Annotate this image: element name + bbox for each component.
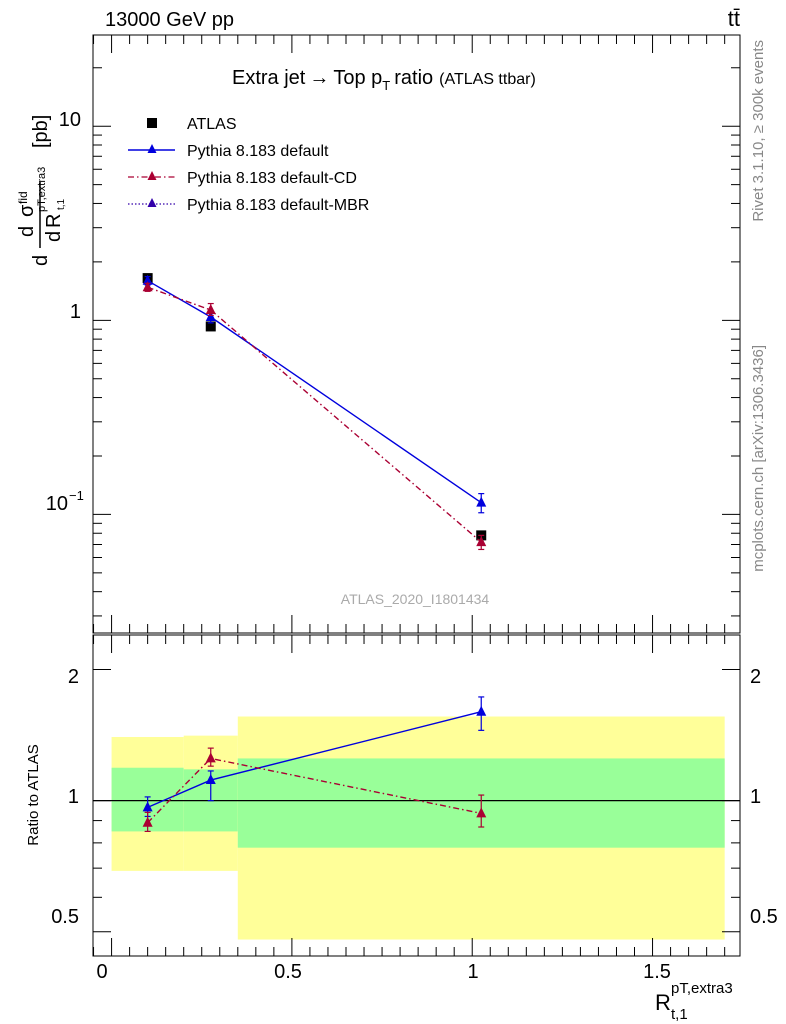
ratio-bands — [111, 716, 725, 940]
ylabel-r: R — [43, 214, 65, 228]
main-data-layer — [142, 273, 487, 551]
title-top: Top p — [333, 67, 382, 89]
legend-label-atlas: ATLAS — [187, 116, 237, 133]
mc-data-point — [205, 311, 216, 322]
title-sub: T — [382, 78, 390, 93]
main-ytick-label-0p1-exp: −1 — [69, 488, 84, 503]
title-main: Extra jet — [232, 67, 306, 89]
ratio-data-point — [476, 705, 487, 716]
ratio-data-point — [205, 774, 216, 785]
ylabel-unit: [pb] — [30, 115, 52, 148]
main-ylabel: d σ fid d d R pT,extra3 t,1 [pb] — [16, 115, 67, 266]
legend: ATLAS Pythia 8.183 default Pythia 8.183 … — [128, 116, 369, 214]
ratio-ytick-label-2: 2 — [68, 666, 79, 688]
ratio-axis-ticks — [93, 635, 740, 956]
ratio-ytick-label-right-1: 1 — [750, 786, 761, 808]
legend-marker-atlas — [147, 118, 157, 128]
atlas-data-point — [205, 321, 216, 332]
legend-label-default-mbr: Pythia 8.183 default-MBR — [187, 197, 369, 214]
ylabel-d-bottom: d — [43, 231, 65, 242]
ratio-ylabel: Ratio to ATLAS — [25, 744, 42, 845]
rivet-label: Rivet 3.1.10, ≥ 300k events — [750, 40, 767, 222]
xlabel-r: R — [655, 990, 671, 1015]
mc-data-point — [142, 281, 153, 292]
main-ytick-label-10: 10 — [59, 109, 81, 131]
xtick-label-0: 0 — [96, 961, 107, 983]
ylabel-sub: pT,extra3 — [36, 167, 48, 212]
ylabel-sigma: σ — [16, 204, 38, 217]
ylabel-sub2: t,1 — [56, 198, 67, 210]
main-ytick-label-1: 1 — [70, 301, 81, 323]
legend-marker-default-cd — [147, 171, 157, 180]
ratio-ytick-label-right-2: 2 — [750, 666, 761, 688]
ratio-data-point — [205, 752, 216, 763]
ratio-data-layer — [142, 696, 487, 833]
main-ytick-label-0p1-base: 10 — [46, 493, 68, 515]
mc-data-point — [476, 536, 487, 547]
ratio-ytick-label-1: 1 — [68, 786, 79, 808]
main-panel: Extra jet → Top pT ratio (ATLAS ttbar) ATLAS… — [16, 34, 741, 634]
process-label: tt̄ — [728, 6, 740, 31]
legend-marker-default-mbr — [147, 198, 157, 207]
ratio-panel: Ratio to ATLAS 2 1 0.5 2 1 0.5 0 0.5 1 1… — [25, 634, 778, 1023]
legend-label-default-cd: Pythia 8.183 default-CD — [187, 170, 357, 187]
xtick-label-0p5: 0.5 — [274, 961, 302, 983]
mcplots-label: mcplots.cern.ch [arXiv:1306.3436] — [750, 345, 767, 572]
ylabel-fid: fid — [16, 191, 30, 204]
chart-title: Extra jet → Top pT ratio (ATLAS ttbar) — [232, 67, 536, 93]
ylabel-d-left: d — [30, 255, 52, 266]
energy-label: 13000 GeV pp — [105, 9, 234, 31]
title-suffix: (ATLAS ttbar) — [439, 71, 536, 88]
legend-marker-default — [147, 144, 157, 153]
ratio-data-point — [476, 807, 487, 818]
main-plot-frame — [92, 34, 741, 634]
title-ratio: ratio — [394, 67, 433, 89]
mc-data-point — [476, 496, 487, 507]
main-ytick-label-0p1: 10 — [46, 493, 68, 515]
mc-data-point — [142, 274, 153, 285]
ratio-data-point — [142, 816, 153, 827]
ylabel-d-top: d — [16, 226, 38, 237]
ratio-data-point — [142, 801, 153, 812]
series-line-pythia-8-183-default-cd — [147, 286, 482, 543]
xtick-label-1p5: 1.5 — [643, 961, 671, 983]
mc-data-point — [205, 304, 216, 315]
watermark: ATLAS_2020_I1801434 — [341, 591, 490, 607]
series-line-pythia-8-183-default — [147, 280, 482, 504]
xlabel-sup: pT,extra3 — [671, 980, 733, 997]
xlabel-sub: t,1 — [671, 1006, 688, 1023]
ratio-ytick-label-0p5: 0.5 — [51, 906, 79, 928]
ratio-ytick-label-right-0p5: 0.5 — [750, 906, 778, 928]
main-axis-ticks — [93, 35, 740, 633]
xlabel: R pT,extra3 t,1 — [655, 980, 733, 1023]
ratio-plot-frame — [92, 634, 741, 957]
title-arrow: → — [309, 67, 329, 89]
legend-label-default: Pythia 8.183 default — [187, 143, 329, 160]
xtick-label-1: 1 — [467, 961, 478, 983]
